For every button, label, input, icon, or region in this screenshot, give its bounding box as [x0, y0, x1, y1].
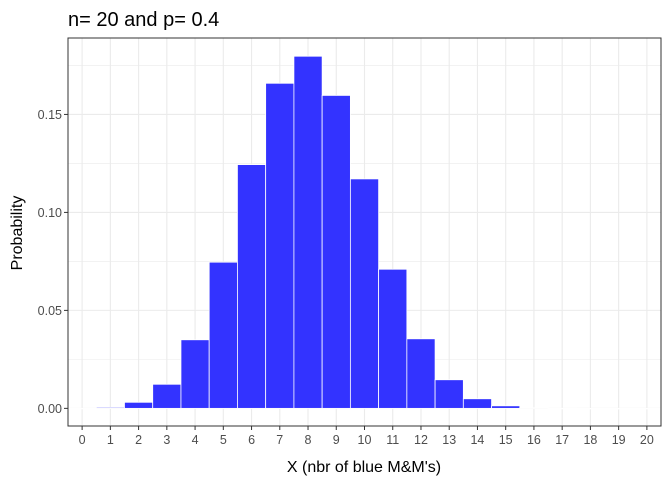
x-tick-label: 5 — [220, 433, 227, 447]
x-tick-label: 16 — [527, 433, 541, 447]
x-tick-label: 9 — [333, 433, 340, 447]
bar-8 — [293, 55, 323, 409]
x-tick-label: 12 — [414, 433, 428, 447]
bar-2 — [124, 401, 154, 409]
bar-20 — [632, 407, 662, 410]
bar-4 — [180, 339, 210, 409]
bar-14 — [462, 398, 492, 409]
x-tick-label: 18 — [583, 433, 597, 447]
x-tick-label: 13 — [442, 433, 456, 447]
x-tick-label: 14 — [470, 433, 484, 447]
x-axis-ticks: 0 1 2 3 4 5 6 7 8 9 10 11 12 13 14 15 16 17 18 19 20 — [79, 426, 654, 447]
bar-11 — [378, 268, 408, 409]
bar-7 — [265, 82, 295, 409]
x-tick-label: 15 — [499, 433, 513, 447]
bar-6 — [237, 164, 267, 409]
x-tick-label: 17 — [555, 433, 569, 447]
y-tick-label: 0.10 — [38, 206, 62, 220]
bar-19 — [604, 407, 634, 410]
x-tick-label: 2 — [135, 433, 142, 447]
x-tick-label: 6 — [248, 433, 255, 447]
y-axis-title: Probability — [9, 196, 26, 271]
x-axis-title: X (nbr of blue M&M's) — [287, 459, 441, 476]
x-tick-label: 20 — [640, 433, 654, 447]
y-tick-label: 0.05 — [38, 304, 62, 318]
x-tick-label: 4 — [192, 433, 199, 447]
x-tick-label: 10 — [358, 433, 372, 447]
y-axis-ticks: 0.00 0.05 0.10 0.15 — [38, 108, 68, 416]
x-tick-label: 19 — [612, 433, 626, 447]
bar-15 — [491, 405, 521, 409]
y-tick-label: 0.00 — [38, 402, 62, 416]
bar-12 — [406, 338, 436, 409]
bar-13 — [434, 379, 464, 409]
x-tick-label: 1 — [107, 433, 114, 447]
bar-5 — [208, 261, 238, 409]
bars — [67, 55, 662, 410]
bar-10 — [349, 178, 380, 409]
x-tick-label: 7 — [276, 433, 283, 447]
bar-17 — [547, 407, 577, 410]
bar-0 — [67, 407, 97, 410]
bar-16 — [519, 407, 549, 409]
x-tick-label: 11 — [386, 433, 399, 447]
x-tick-label: 8 — [305, 433, 312, 447]
y-tick-label: 0.15 — [38, 108, 62, 122]
x-tick-label: 0 — [79, 433, 86, 447]
bar-1 — [95, 406, 125, 409]
bar-18 — [575, 407, 605, 410]
x-tick-label: 3 — [163, 433, 170, 447]
chart-title: n= 20 and p= 0.4 — [68, 9, 219, 31]
bar-3 — [152, 383, 182, 409]
bar-9 — [321, 95, 351, 409]
